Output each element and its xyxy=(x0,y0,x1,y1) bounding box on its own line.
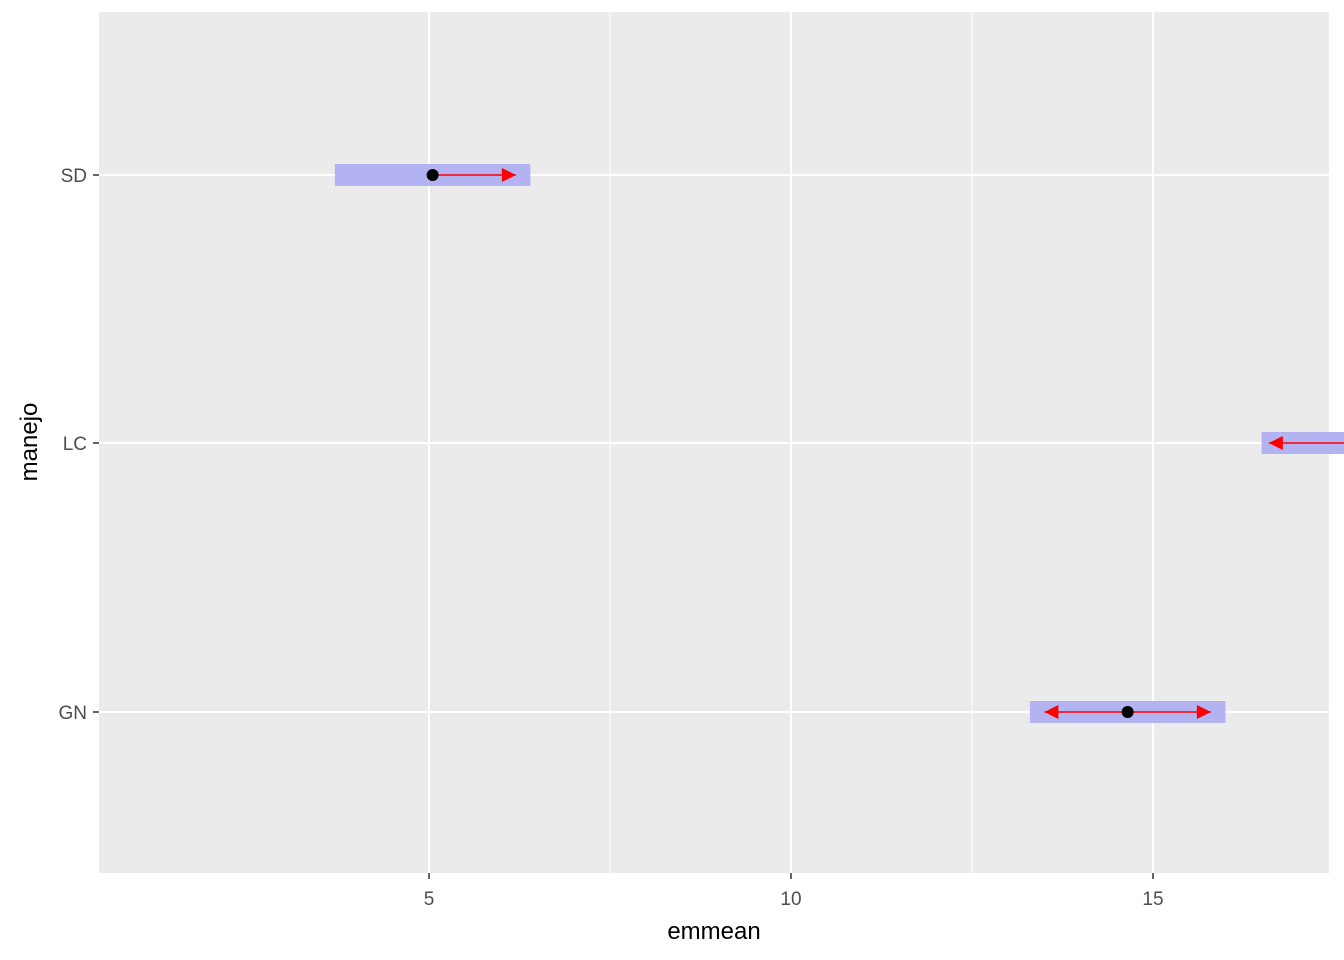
y-tick-label: LC xyxy=(63,434,87,455)
x-tick-label: 10 xyxy=(780,889,801,910)
arrow-head xyxy=(1268,436,1283,450)
arrow-head xyxy=(1044,705,1059,719)
x-tick-label: 5 xyxy=(424,889,435,910)
emmean-point xyxy=(1121,706,1134,718)
series-lc xyxy=(1261,432,1344,454)
emmean-point xyxy=(426,169,439,181)
y-tick-label: GN xyxy=(59,703,88,724)
y-tick-label: SD xyxy=(61,166,87,187)
arrow-head xyxy=(501,168,516,182)
x-axis-title: emmean xyxy=(667,918,760,945)
series-gn xyxy=(1029,701,1226,723)
arrow-head xyxy=(1196,705,1211,719)
x-tick-label: 15 xyxy=(1142,889,1163,910)
y-axis-title: manejo xyxy=(16,403,43,482)
series-sd xyxy=(334,164,531,186)
axes: 5 10 15 GN LC SD xyxy=(59,166,1164,910)
chart-marks xyxy=(334,164,1344,723)
